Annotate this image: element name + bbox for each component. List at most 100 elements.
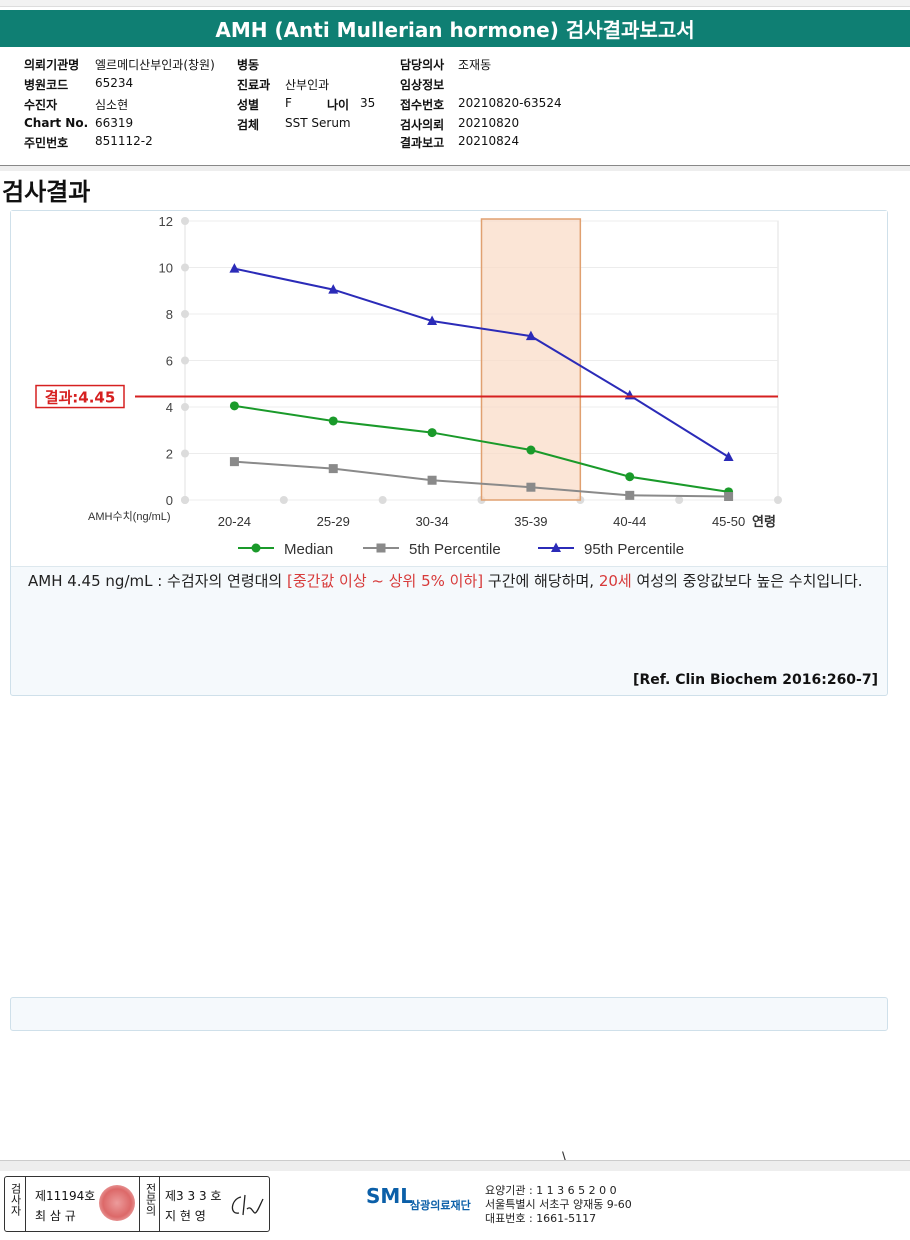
- interpretation-range: [중간값 이상 ~ 상위 5% 이하]: [287, 572, 484, 590]
- lab-contact: 요양기관 : 1 1 3 6 5 2 0 0 서울특별시 서초구 양재동 9-6…: [485, 1184, 632, 1226]
- request-date-value: 20210820: [458, 116, 520, 130]
- comment-panel: [10, 997, 888, 1031]
- lab-name: 삼광의료재단: [410, 1199, 471, 1212]
- p5-point: [328, 464, 338, 474]
- physician-license: 제3 3 3 호: [165, 1189, 222, 1203]
- patient-info-block: 의뢰기관명 엘르메디산부인과(창원) 병원코드 65234 수진자 심소현 Ch…: [0, 50, 910, 166]
- p5-point: [427, 475, 437, 485]
- x-tick-dot: [774, 496, 782, 504]
- p95-point: [229, 263, 240, 273]
- signature-divider: [159, 1177, 160, 1231]
- doctor-label: 담당의사: [400, 58, 445, 72]
- legend-label: 5th Percentile: [409, 541, 501, 558]
- institution-label: 의뢰기관명: [24, 58, 80, 72]
- sex-label: 성별: [237, 98, 260, 112]
- median-point: [229, 401, 239, 411]
- x-tick-label: 25-29: [317, 514, 350, 529]
- specimen-value: SST Serum: [285, 116, 351, 130]
- hospital-code-value: 65234: [95, 76, 134, 90]
- y-tick-label: 2: [166, 447, 173, 462]
- interpretation-part1: AMH 4.45 ng/mL : 수검자의 연령대의: [28, 572, 287, 590]
- p5-point: [526, 482, 536, 492]
- signature-divider: [139, 1177, 140, 1231]
- interpretation-part3: 여성의 중앙값보다 높은 수치입니다.: [631, 572, 863, 590]
- ward-label: 병동: [237, 58, 260, 72]
- x-tick-label: 45-50: [712, 514, 745, 529]
- footer-mark: \: [562, 1150, 567, 1166]
- p95-point: [427, 315, 438, 325]
- x-tick-dot: [675, 496, 684, 504]
- chart-no-label: Chart No.: [24, 116, 89, 130]
- y-tick-label: 0: [166, 493, 173, 508]
- p95-point: [723, 451, 734, 461]
- y-tick-dot: [181, 263, 189, 272]
- y-tick-dot: [181, 403, 189, 411]
- median-point: [625, 472, 635, 482]
- median-point: [251, 543, 261, 553]
- section-title: 검사결과: [2, 178, 91, 206]
- examinee-label: 수진자: [24, 98, 58, 112]
- resident-no-label: 주민번호: [24, 136, 69, 150]
- p5-point: [724, 492, 734, 502]
- median-point: [526, 445, 536, 455]
- examinee-value: 심소현: [95, 98, 129, 112]
- sex-value: F: [285, 96, 292, 110]
- x-axis-label: 연령: [752, 515, 776, 530]
- y-tick-label: 8: [166, 307, 173, 322]
- y-tick-label: 12: [159, 214, 173, 229]
- x-tick-label: 30-34: [415, 514, 448, 529]
- institution-code: 요양기관 : 1 1 3 6 5 2 0 0: [485, 1184, 617, 1197]
- p5-point: [376, 543, 386, 553]
- signature-box: 검사자 제11194호 최 삼 규 전문의 제3 3 3 호 지 현 영: [4, 1176, 270, 1232]
- p5-point: [625, 490, 635, 500]
- p95-point: [328, 284, 339, 294]
- report-title: AMH (Anti Mullerian hormone) 검사결과보고서: [0, 10, 910, 47]
- top-border: [0, 0, 910, 7]
- resident-no-value: 851112-2: [95, 134, 153, 148]
- result-label-box: [35, 384, 125, 409]
- p95-point: [525, 330, 536, 341]
- official-seal-icon: [99, 1185, 135, 1221]
- department-value: 산부인과: [285, 78, 330, 92]
- y-axis-label: AMH수치(ng/mL): [88, 510, 171, 523]
- inspector-label: 검사자: [9, 1183, 22, 1216]
- p5-line: [234, 460, 729, 498]
- y-tick-dot: [181, 356, 189, 365]
- legend-label: Median: [284, 541, 333, 558]
- inspector-license: 제11194호: [35, 1189, 96, 1203]
- footer-band: [0, 1160, 910, 1171]
- age-value: 35: [360, 96, 376, 110]
- lab-phone: 대표번호 : 1661-5117: [485, 1212, 597, 1225]
- hospital-code-label: 병원코드: [24, 78, 69, 92]
- report-date-value: 20210824: [458, 134, 520, 148]
- section-divider: [0, 166, 910, 171]
- physician-label: 전문의: [144, 1183, 157, 1216]
- age-label: 나이: [327, 98, 350, 112]
- inspector-name: 최 삼 규: [35, 1209, 76, 1223]
- x-tick-dot: [378, 496, 387, 504]
- lab-address: 서울특별시 서초구 양재동 9-60: [485, 1198, 632, 1211]
- p95-line: [234, 267, 730, 458]
- p95-point: [551, 542, 561, 552]
- y-tick-label: 10: [159, 261, 173, 276]
- institution-value: 엘르메디산부인과(창원): [95, 58, 215, 72]
- highlight-band: [480, 218, 582, 501]
- x-tick-dot: [279, 496, 288, 504]
- y-tick-dot: [181, 310, 189, 318]
- handwritten-signature-icon: [231, 1194, 264, 1216]
- median-line: [234, 404, 729, 493]
- department-label: 진료과: [237, 78, 271, 92]
- report-date-label: 결과보고: [400, 136, 445, 150]
- interpretation-part2: 구간에 해당하며,: [483, 572, 599, 590]
- interpretation-text: AMH 4.45 ng/mL : 수검자의 연령대의 [중간값 이상 ~ 상위 …: [28, 570, 888, 593]
- x-tick-label: 20-24: [218, 514, 251, 529]
- x-tick-dot: [181, 496, 189, 504]
- p95-point: [624, 389, 635, 400]
- chart-area: [11, 211, 887, 567]
- result-label: 결과:4.45: [45, 389, 116, 407]
- median-point: [328, 416, 338, 426]
- clinical-info-label: 임상정보: [400, 78, 445, 92]
- y-tick-label: 6: [166, 354, 173, 369]
- doctor-value: 조재동: [458, 58, 492, 72]
- chart-no-value: 66319: [95, 116, 134, 130]
